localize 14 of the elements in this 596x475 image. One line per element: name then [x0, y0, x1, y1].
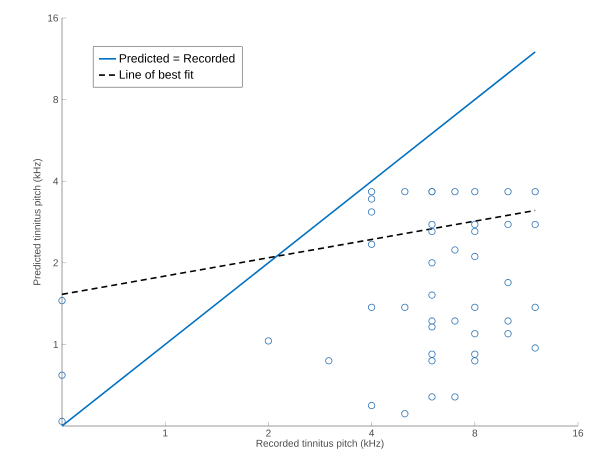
y-tick-label: 4: [53, 178, 58, 185]
x-tick-label: 8: [472, 430, 478, 437]
legend-label: Predicted = Recorded: [120, 54, 234, 63]
x-tick-label: 4: [369, 430, 374, 436]
x-tick-label: 1: [163, 430, 168, 436]
legend-label: Line of best fit: [120, 70, 194, 79]
y-axis-title: Predicted tinnitus pitch (kHz): [33, 159, 42, 285]
x-axis-title: Recorded tinnitus pitch (kHz): [256, 439, 384, 449]
x-tick-label: 2: [266, 430, 271, 437]
y-tick-label: 8: [53, 96, 58, 104]
x-tick-label: 16: [573, 430, 584, 437]
y-tick-label: 16: [48, 14, 58, 22]
y-tick-label: 1: [54, 340, 58, 348]
y-tick-label: 2: [53, 259, 58, 266]
